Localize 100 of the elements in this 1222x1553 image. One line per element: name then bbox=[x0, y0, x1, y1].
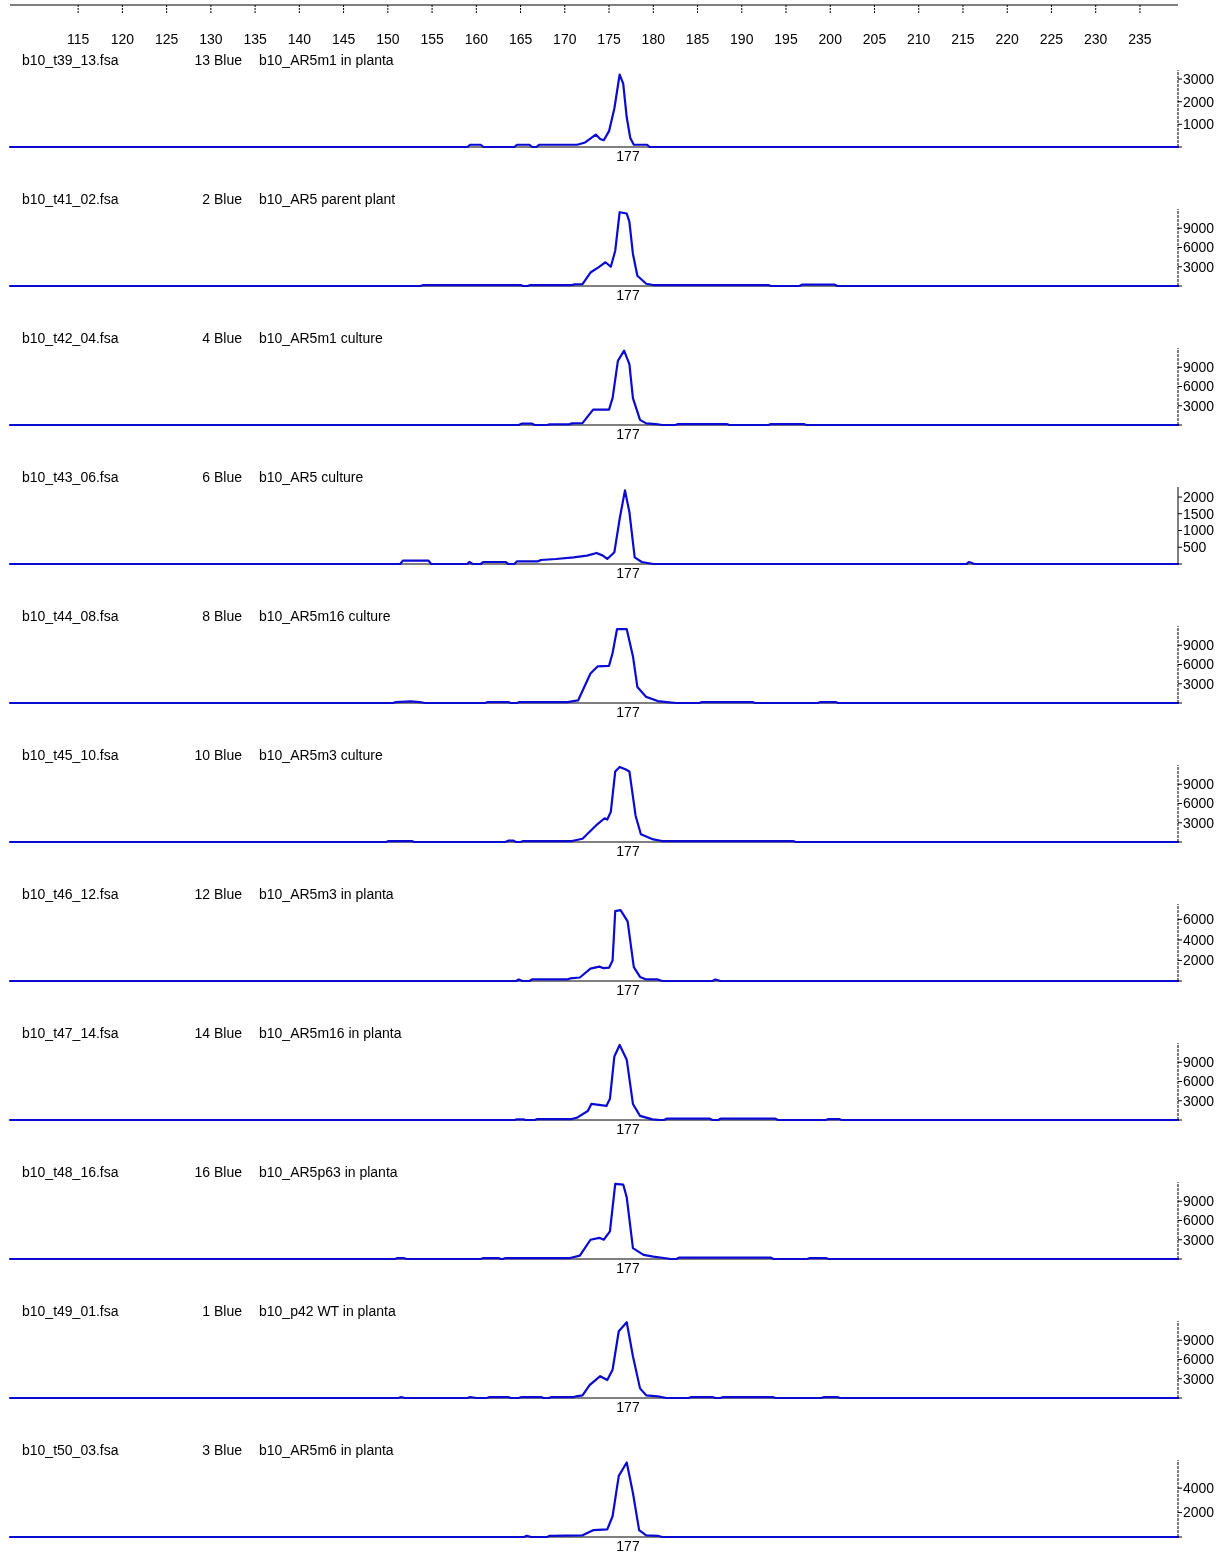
text: b10_AR5m1 in planta bbox=[259, 52, 394, 68]
x-tick-label: 135 bbox=[243, 31, 267, 47]
y-tick-label: 2000 bbox=[1183, 93, 1215, 110]
chart-title: b10_t48_16.fsa bbox=[22, 1164, 119, 1180]
x-tick-label: 235 bbox=[1128, 31, 1152, 47]
line-series bbox=[8, 1321, 1180, 1400]
y-tick-label: 3000 bbox=[1183, 70, 1215, 87]
y-tick-label: 9000 bbox=[1183, 359, 1215, 376]
text: 177 bbox=[616, 148, 640, 164]
chart-title: b10_t41_02.fsa bbox=[22, 191, 119, 207]
chart-subtitle: 2 Blue bbox=[202, 191, 243, 207]
chart-subtitle: 12 Blue bbox=[194, 886, 243, 902]
text: b10_AR5 culture bbox=[259, 469, 364, 485]
chart-title: b10_t50_03.fsa bbox=[22, 1442, 119, 1458]
y-tick-label: 6000 bbox=[1183, 911, 1215, 928]
text: 177 bbox=[616, 1399, 640, 1415]
y-tick-label: 3000 bbox=[1183, 1092, 1215, 1109]
text: b10_AR5m3 culture bbox=[259, 747, 383, 763]
x-tick-label: 195 bbox=[774, 31, 798, 47]
y-tick-label: 3000 bbox=[1183, 675, 1215, 692]
chart-title: b10_t46_12.fsa bbox=[22, 886, 119, 902]
x-tick-label: 155 bbox=[420, 31, 444, 47]
y-tick-label: 9000 bbox=[1183, 637, 1215, 654]
chart-title: b10_t47_14.fsa bbox=[22, 1025, 119, 1041]
text: 177 bbox=[616, 982, 640, 998]
text: 177 bbox=[616, 843, 640, 859]
chart-title: b10_t43_06.fsa bbox=[22, 469, 119, 485]
chart-subtitle: 14 Blue bbox=[194, 1025, 243, 1041]
text: b10_AR5p63 in planta bbox=[259, 1164, 398, 1180]
y-tick-label: 500 bbox=[1183, 539, 1207, 556]
text: 177 bbox=[616, 426, 640, 442]
y-tick-label: 6000 bbox=[1183, 1073, 1215, 1090]
line-series bbox=[8, 1461, 1180, 1539]
y-tick-label: 4000 bbox=[1183, 1480, 1215, 1497]
y-tick-label: 2000 bbox=[1183, 488, 1215, 505]
chart-subtitle: 3 Blue bbox=[202, 1442, 243, 1458]
y-tick-label: 9000 bbox=[1183, 1332, 1215, 1349]
y-tick-label: 3000 bbox=[1183, 1370, 1215, 1387]
y-tick-label: 3000 bbox=[1183, 814, 1215, 831]
y-tick-label: 9000 bbox=[1183, 1193, 1215, 1210]
x-tick-label: 160 bbox=[464, 31, 489, 47]
x-tick-label: 180 bbox=[641, 31, 666, 47]
y-tick-label: 3000 bbox=[1183, 258, 1215, 275]
y-tick-label: 3000 bbox=[1183, 1231, 1215, 1248]
line-series bbox=[8, 628, 1180, 705]
x-tick-label: 225 bbox=[1039, 31, 1064, 47]
x-tick-label: 175 bbox=[597, 31, 621, 47]
text: b10_AR5m1 culture bbox=[259, 330, 383, 346]
y-tick-label: 4000 bbox=[1183, 931, 1215, 948]
x-tick-label: 125 bbox=[154, 31, 179, 47]
y-tick-label: 9000 bbox=[1183, 220, 1215, 237]
y-tick-label: 1000 bbox=[1183, 116, 1215, 133]
x-tick-label: 140 bbox=[287, 31, 312, 47]
x-tick-label: 230 bbox=[1084, 31, 1108, 47]
chart-title: b10_t44_08.fsa bbox=[22, 608, 119, 624]
x-tick-label: 165 bbox=[508, 31, 533, 47]
chart-title: b10_t42_04.fsa bbox=[22, 330, 119, 346]
text: b10_AR5m6 in planta bbox=[259, 1442, 394, 1458]
x-tick-label: 120 bbox=[110, 31, 135, 47]
y-tick-label: 6000 bbox=[1183, 239, 1215, 256]
line-series bbox=[8, 1182, 1180, 1261]
y-tick-label: 6000 bbox=[1183, 378, 1215, 395]
chart-title: b10_t39_13.fsa bbox=[22, 52, 119, 68]
text: b10_AR5m3 in planta bbox=[259, 886, 394, 902]
y-tick-label: 6000 bbox=[1183, 1351, 1215, 1368]
chart-subtitle: 16 Blue bbox=[194, 1164, 243, 1180]
text: b10_p42 WT in planta bbox=[259, 1303, 396, 1319]
text: 177 bbox=[616, 704, 640, 720]
y-tick-label: 6000 bbox=[1183, 1212, 1215, 1229]
y-tick-label: 3000 bbox=[1183, 397, 1215, 414]
text: b10_AR5m16 in planta bbox=[259, 1025, 402, 1041]
x-tick-label: 210 bbox=[907, 31, 931, 47]
text: 177 bbox=[616, 287, 640, 303]
text: 177 bbox=[616, 1121, 640, 1137]
y-tick-label: 9000 bbox=[1183, 776, 1215, 793]
chart-subtitle: 4 Blue bbox=[202, 330, 243, 346]
y-tick-label: 1000 bbox=[1183, 522, 1215, 539]
x-tick-label: 205 bbox=[862, 31, 887, 47]
line-series bbox=[8, 489, 1180, 566]
chart-subtitle: 6 Blue bbox=[202, 469, 243, 485]
x-tick-label: 115 bbox=[66, 31, 90, 47]
chart-title: b10_t49_01.fsa bbox=[22, 1303, 119, 1319]
chart-subtitle: 8 Blue bbox=[202, 608, 243, 624]
text: b10_AR5m16 culture bbox=[259, 608, 391, 624]
y-tick-label: 2000 bbox=[1183, 1504, 1215, 1521]
x-tick-label: 220 bbox=[995, 31, 1020, 47]
chart-subtitle: 1 Blue bbox=[202, 1303, 243, 1319]
x-tick-label: 190 bbox=[730, 31, 754, 47]
x-tick-label: 145 bbox=[331, 31, 356, 47]
y-tick-label: 1500 bbox=[1183, 505, 1215, 522]
text: 177 bbox=[616, 1260, 640, 1276]
line-series bbox=[8, 73, 1180, 149]
chart-subtitle: 10 Blue bbox=[194, 747, 243, 763]
line-series bbox=[8, 211, 1180, 288]
text: 177 bbox=[616, 1538, 640, 1553]
x-tick-label: 200 bbox=[818, 31, 843, 47]
x-tick-label: 215 bbox=[951, 31, 975, 47]
chart-subtitle: 13 Blue bbox=[194, 52, 243, 68]
y-tick-label: 6000 bbox=[1183, 795, 1215, 812]
line-series bbox=[8, 1043, 1180, 1122]
